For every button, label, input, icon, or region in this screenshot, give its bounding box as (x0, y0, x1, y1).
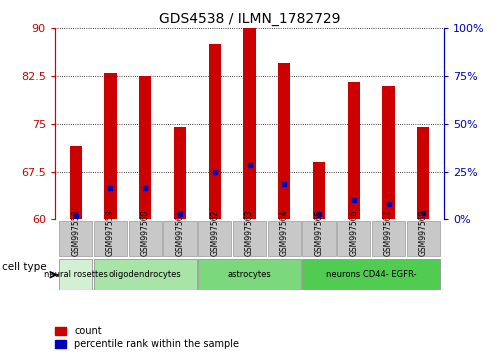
Bar (209, 44, 221, 219)
Text: neural rosettes: neural rosettes (44, 270, 108, 279)
Text: GSM997562: GSM997562 (210, 209, 219, 256)
Bar (244, 28, 255, 219)
Title: GDS4538 / ILMN_1782729: GDS4538 / ILMN_1782729 (159, 12, 340, 26)
Bar (372, 221, 405, 256)
Bar (129, 221, 162, 256)
Bar (104, 73, 117, 219)
Text: GSM997565: GSM997565 (314, 209, 323, 256)
Bar (267, 221, 301, 256)
Bar (302, 259, 440, 290)
Bar (302, 221, 336, 256)
Bar (348, 82, 360, 219)
Text: neurons CD44- EGFR-: neurons CD44- EGFR- (326, 270, 416, 279)
Bar (70, 146, 82, 219)
Text: cell type: cell type (2, 262, 47, 272)
Bar (94, 221, 127, 256)
Bar (59, 221, 92, 256)
Text: GSM997558: GSM997558 (71, 209, 80, 256)
Bar (233, 221, 266, 256)
Bar (59, 259, 92, 290)
Bar (198, 221, 232, 256)
Bar (139, 76, 151, 219)
Text: GSM997567: GSM997567 (384, 209, 393, 256)
Bar (174, 127, 186, 219)
Legend: count, percentile rank within the sample: count, percentile rank within the sample (55, 326, 239, 349)
Text: GSM997563: GSM997563 (245, 209, 254, 256)
Text: GSM997564: GSM997564 (280, 209, 289, 256)
Bar (94, 259, 197, 290)
Text: GSM997561: GSM997561 (176, 209, 185, 256)
Bar (407, 221, 440, 256)
Bar (337, 221, 370, 256)
Text: GSM997568: GSM997568 (419, 209, 428, 256)
Bar (198, 259, 301, 290)
Text: astrocytes: astrocytes (228, 270, 271, 279)
Bar (417, 127, 429, 219)
Bar (163, 221, 197, 256)
Text: oligodendrocytes: oligodendrocytes (109, 270, 182, 279)
Text: GSM997560: GSM997560 (141, 209, 150, 256)
Bar (278, 63, 290, 219)
Text: GSM997566: GSM997566 (349, 209, 358, 256)
Text: GSM997559: GSM997559 (106, 209, 115, 256)
Bar (382, 86, 395, 219)
Bar (313, 162, 325, 219)
